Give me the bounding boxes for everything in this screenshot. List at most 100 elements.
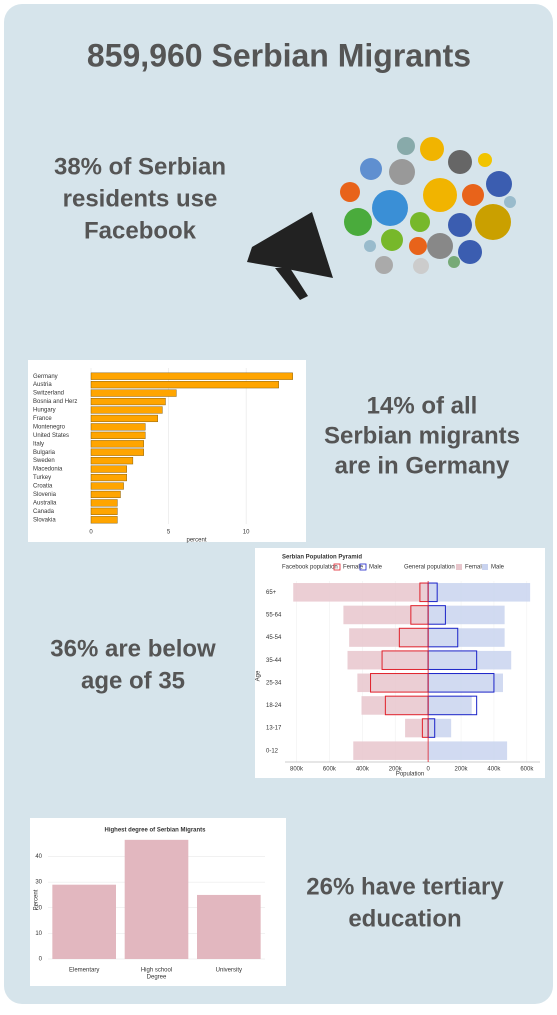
y-tick-label: Bulgaria <box>33 450 56 456</box>
y-tick-label: 55-64 <box>266 613 282 619</box>
legend-label: Male <box>369 565 383 571</box>
x-tick-label: University <box>216 968 242 974</box>
chart-title: Serbian Population Pyramid <box>282 555 362 561</box>
bar <box>361 696 429 715</box>
x-tick-label: 600k <box>323 767 337 773</box>
bar <box>90 423 146 431</box>
y-axis-label: Percent <box>34 889 40 910</box>
stat-text: education <box>348 905 461 932</box>
bar <box>405 718 429 738</box>
stat-text: Facebook <box>84 217 197 244</box>
bar <box>90 372 293 380</box>
y-tick-label: 40 <box>35 854 42 860</box>
stat-text: residents use <box>63 185 218 212</box>
stat-text: 36% are below <box>50 635 216 662</box>
y-tick-label: Slovenia <box>33 492 57 498</box>
x-tick-label: 0 <box>426 767 430 773</box>
bar <box>357 673 429 693</box>
x-axis-label: Population <box>396 772 424 778</box>
y-tick-label: United States <box>33 433 69 439</box>
x-tick-label: 800k <box>290 767 304 773</box>
bar <box>349 628 429 647</box>
social-icons <box>340 137 516 274</box>
bar <box>343 605 429 625</box>
legend-label: Female <box>465 565 486 571</box>
bar <box>90 440 144 448</box>
bar <box>347 650 429 670</box>
y-tick-label: 30 <box>35 880 42 886</box>
bar <box>90 482 124 490</box>
x-tick-label: High school <box>141 968 172 974</box>
bar <box>124 839 189 959</box>
y-tick-label: Australia <box>33 500 57 506</box>
x-tick-label: 400k <box>356 767 370 773</box>
y-tick-label: 65+ <box>266 590 277 596</box>
bar <box>90 389 177 397</box>
bar <box>197 894 261 959</box>
x-tick-label: 0 <box>89 530 93 536</box>
y-tick-label: 20 <box>35 905 42 911</box>
y-tick-label: Hungary <box>33 408 56 414</box>
x-tick-label: Elementary <box>69 968 99 974</box>
y-tick-label: 25-34 <box>266 680 282 686</box>
stat-text: 38% of Serbian <box>54 153 226 180</box>
bar <box>428 696 472 715</box>
legend-swatch <box>359 563 367 571</box>
bar <box>428 741 508 760</box>
y-tick-label: Bosnia and Herz <box>33 399 77 405</box>
y-tick-label: Macedonia <box>33 467 63 473</box>
y-tick-label: Turkey <box>33 475 51 481</box>
y-tick-label: Croatia <box>33 484 53 490</box>
y-tick-label: 13-17 <box>266 726 282 732</box>
bar <box>90 406 163 414</box>
bar <box>428 673 503 693</box>
y-tick-label: 10 <box>35 931 42 937</box>
bar <box>90 473 127 482</box>
x-tick-label: 600k <box>520 767 534 773</box>
y-axis-label: Age <box>256 670 262 681</box>
chart-title: Highest degree of Serbian Migrants <box>104 828 206 834</box>
y-tick-label: Switzerland <box>33 391 64 397</box>
y-tick-label: 0-12 <box>266 748 279 754</box>
legend-label: Female <box>343 565 364 571</box>
bar <box>90 516 118 524</box>
x-tick-label: 10 <box>243 530 250 536</box>
bar <box>428 628 505 647</box>
megaphone <box>247 212 333 300</box>
legend-group: General population <box>404 565 455 571</box>
legend-swatch <box>456 564 462 570</box>
y-tick-label: Germany <box>33 374 58 380</box>
x-tick-label: 400k <box>487 767 501 773</box>
bar <box>90 465 127 473</box>
bar <box>52 884 116 959</box>
x-tick-label: 200k <box>455 767 469 773</box>
stat-text: 14% of all <box>367 392 478 419</box>
x-tick-label: 200k <box>389 767 403 773</box>
y-tick-label: Sweden <box>33 458 55 464</box>
y-tick-label: 18-24 <box>266 703 282 709</box>
bar <box>353 741 429 760</box>
legend-swatch <box>482 564 488 570</box>
stat-text: 26% have tertiary <box>306 873 504 900</box>
y-tick-label: France <box>33 416 52 422</box>
y-tick-label: 0 <box>39 957 43 963</box>
x-axis-label: percent <box>186 538 206 544</box>
legend-swatch <box>333 563 341 571</box>
stat-text: are in Germany <box>335 452 510 479</box>
bar <box>428 583 531 602</box>
bar <box>293 583 429 602</box>
bar <box>90 381 279 389</box>
bar <box>90 507 118 515</box>
bar <box>90 457 134 465</box>
bar <box>90 414 158 423</box>
bar <box>90 397 166 406</box>
bar <box>90 431 146 439</box>
bar <box>428 650 512 670</box>
bar <box>90 499 118 507</box>
y-tick-label: 45-54 <box>266 635 282 641</box>
bar <box>428 718 452 738</box>
bar <box>90 448 144 456</box>
bar <box>428 605 505 625</box>
x-tick-label: 5 <box>167 530 171 536</box>
y-tick-label: Montenegro <box>33 424 66 430</box>
